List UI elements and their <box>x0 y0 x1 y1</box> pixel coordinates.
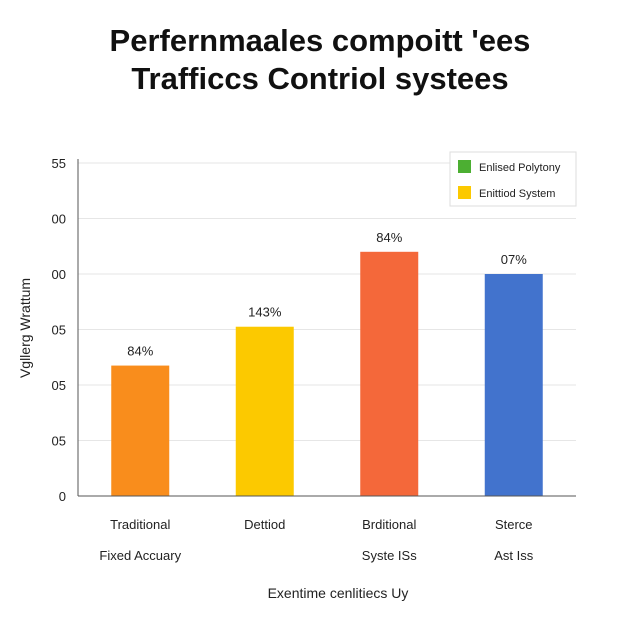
y-tick-label: 05 <box>52 323 66 338</box>
y-axis-ticks: 0 05 05 05 00 00 55 <box>52 156 66 504</box>
data-labels: 84% 143% 84% 07% <box>127 230 527 359</box>
bar <box>111 365 170 496</box>
category-label: Fixed Accuary <box>99 548 181 563</box>
y-tick-label: 55 <box>52 156 66 171</box>
data-label: 07% <box>501 252 527 267</box>
category-label: Syste ISs <box>362 548 417 563</box>
category-label: Dettiod <box>244 517 285 532</box>
y-tick-label: 00 <box>52 212 66 227</box>
y-tick-label: 00 <box>52 267 66 282</box>
y-tick-label: 0 <box>59 489 66 504</box>
legend-swatch <box>458 186 471 199</box>
legend-swatch <box>458 160 471 173</box>
y-axis-title: Vgllerg Wrattum <box>17 278 33 378</box>
data-label: 84% <box>127 344 153 359</box>
category-label: Sterce <box>495 517 533 532</box>
data-label: 143% <box>248 305 282 320</box>
y-tick-label: 05 <box>52 434 66 449</box>
data-label: 84% <box>376 230 402 245</box>
bar <box>360 251 419 496</box>
bars <box>111 251 543 496</box>
x-axis-categories: Traditional Fixed Accuary Dettiod Brditiona… <box>99 517 533 563</box>
category-label: Ast Iss <box>494 548 534 563</box>
category-label: Traditional <box>110 517 170 532</box>
legend-label: Enlised Polytony <box>479 162 561 174</box>
axes <box>77 159 576 497</box>
x-axis-title: Exentime cenlitiecs Uy <box>268 585 409 601</box>
chart-title-line-1: Perfernmaales compoitt 'ees <box>109 23 531 58</box>
category-label: Brditional <box>362 517 416 532</box>
legend-label: Enittiod System <box>479 188 555 200</box>
y-tick-label: 05 <box>52 378 66 393</box>
chart-title-line-2: Trafficcs Contriol systees <box>131 61 509 96</box>
legend: Enlised Polytony Enittiod System <box>449 151 577 207</box>
bar <box>484 274 543 496</box>
bar <box>235 326 294 496</box>
